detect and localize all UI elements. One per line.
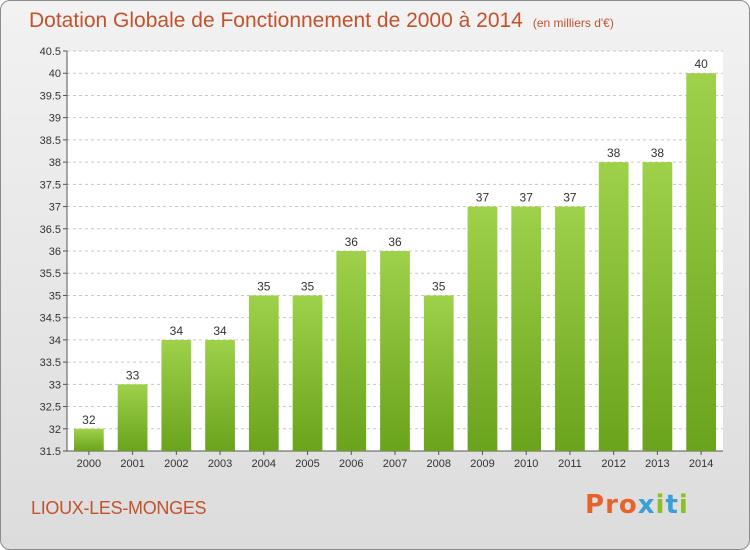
y-tick-label: 34	[49, 335, 61, 347]
bar-value-label: 34	[170, 324, 184, 338]
x-tick-label: 2005	[295, 458, 319, 470]
x-tick-label: 2001	[120, 458, 144, 470]
y-tick-label: 39.5	[40, 90, 61, 102]
bar	[117, 384, 148, 451]
bar	[248, 295, 279, 451]
x-tick-label: 2004	[252, 458, 276, 470]
x-tick-label: 2002	[164, 458, 188, 470]
x-tick-label: 2011	[558, 458, 582, 470]
y-tick-label: 32	[49, 424, 61, 436]
bar-value-label: 37	[476, 191, 490, 205]
logo-letter: x	[637, 490, 656, 520]
y-tick-label: 37.5	[40, 179, 61, 191]
bar-value-label: 34	[213, 324, 227, 338]
bar-value-label: 35	[432, 279, 446, 293]
x-tick-label: 2008	[426, 458, 450, 470]
y-tick-label: 40	[49, 68, 61, 80]
bar	[205, 339, 235, 451]
x-tick-label: 2012	[601, 458, 625, 470]
bar	[380, 251, 410, 451]
bar	[336, 251, 367, 451]
y-tick-label: 39	[49, 113, 61, 125]
bar-value-label: 33	[126, 368, 140, 382]
x-tick-label: 2000	[77, 458, 101, 470]
x-tick-label: 2010	[514, 458, 538, 470]
x-tick-label: 2013	[645, 458, 669, 470]
bar	[555, 206, 585, 451]
bar-value-label: 37	[563, 191, 577, 205]
x-tick-label: 2006	[339, 458, 363, 470]
x-tick-label: 2007	[383, 458, 407, 470]
y-tick-label: 37	[49, 202, 61, 214]
bar-value-label: 38	[651, 146, 665, 160]
bar-value-label: 37	[520, 191, 534, 205]
bar-value-label: 40	[694, 57, 708, 71]
y-tick-label: 36	[49, 246, 61, 258]
proxiti-logo: Proxiti	[585, 490, 689, 520]
bar-value-label: 32	[82, 413, 96, 427]
x-tick-label: 2003	[208, 458, 232, 470]
logo-letter: i	[655, 490, 666, 520]
chart-title: Dotation Globale de Fonctionnement de 20…	[29, 9, 614, 33]
bar	[598, 162, 629, 451]
y-tick-label: 36.5	[40, 224, 61, 236]
bar	[686, 73, 717, 451]
y-tick-label: 31.5	[40, 446, 61, 458]
bar	[642, 162, 673, 451]
bar-value-label: 38	[607, 146, 621, 160]
y-tick-label: 38.5	[40, 135, 61, 147]
bar-value-label: 36	[345, 235, 359, 249]
logo-letter: t	[665, 490, 679, 520]
bar-value-label: 35	[257, 279, 271, 293]
y-tick-label: 33.5	[40, 357, 61, 369]
y-tick-label: 35	[49, 290, 61, 302]
x-tick-label: 2009	[470, 458, 494, 470]
bar-value-label: 36	[388, 235, 402, 249]
commune-name: LIOUX-LES-MONGES	[31, 498, 207, 518]
bar	[467, 206, 498, 451]
y-tick-label: 33	[49, 379, 61, 391]
chart-title-text: Dotation Globale de Fonctionnement de 20…	[29, 9, 523, 32]
y-tick-label: 35.5	[40, 268, 61, 280]
x-tick-label: 2014	[689, 458, 713, 470]
bar	[423, 295, 454, 451]
y-tick-label: 38	[49, 157, 61, 169]
bar-value-label: 35	[301, 279, 315, 293]
logo-letter: P	[585, 490, 606, 520]
y-tick-label: 40.5	[40, 46, 61, 58]
y-tick-label: 32.5	[40, 402, 61, 414]
bar	[511, 206, 542, 451]
y-tick-label: 34.5	[40, 313, 61, 325]
bar	[292, 295, 323, 451]
bar	[161, 339, 192, 451]
logo-letter: o	[618, 490, 638, 520]
chart-unit: (en milliers d'€)	[532, 16, 614, 30]
bar	[73, 428, 104, 451]
logo-letter: i	[678, 490, 689, 520]
logo-letter: r	[605, 490, 619, 520]
